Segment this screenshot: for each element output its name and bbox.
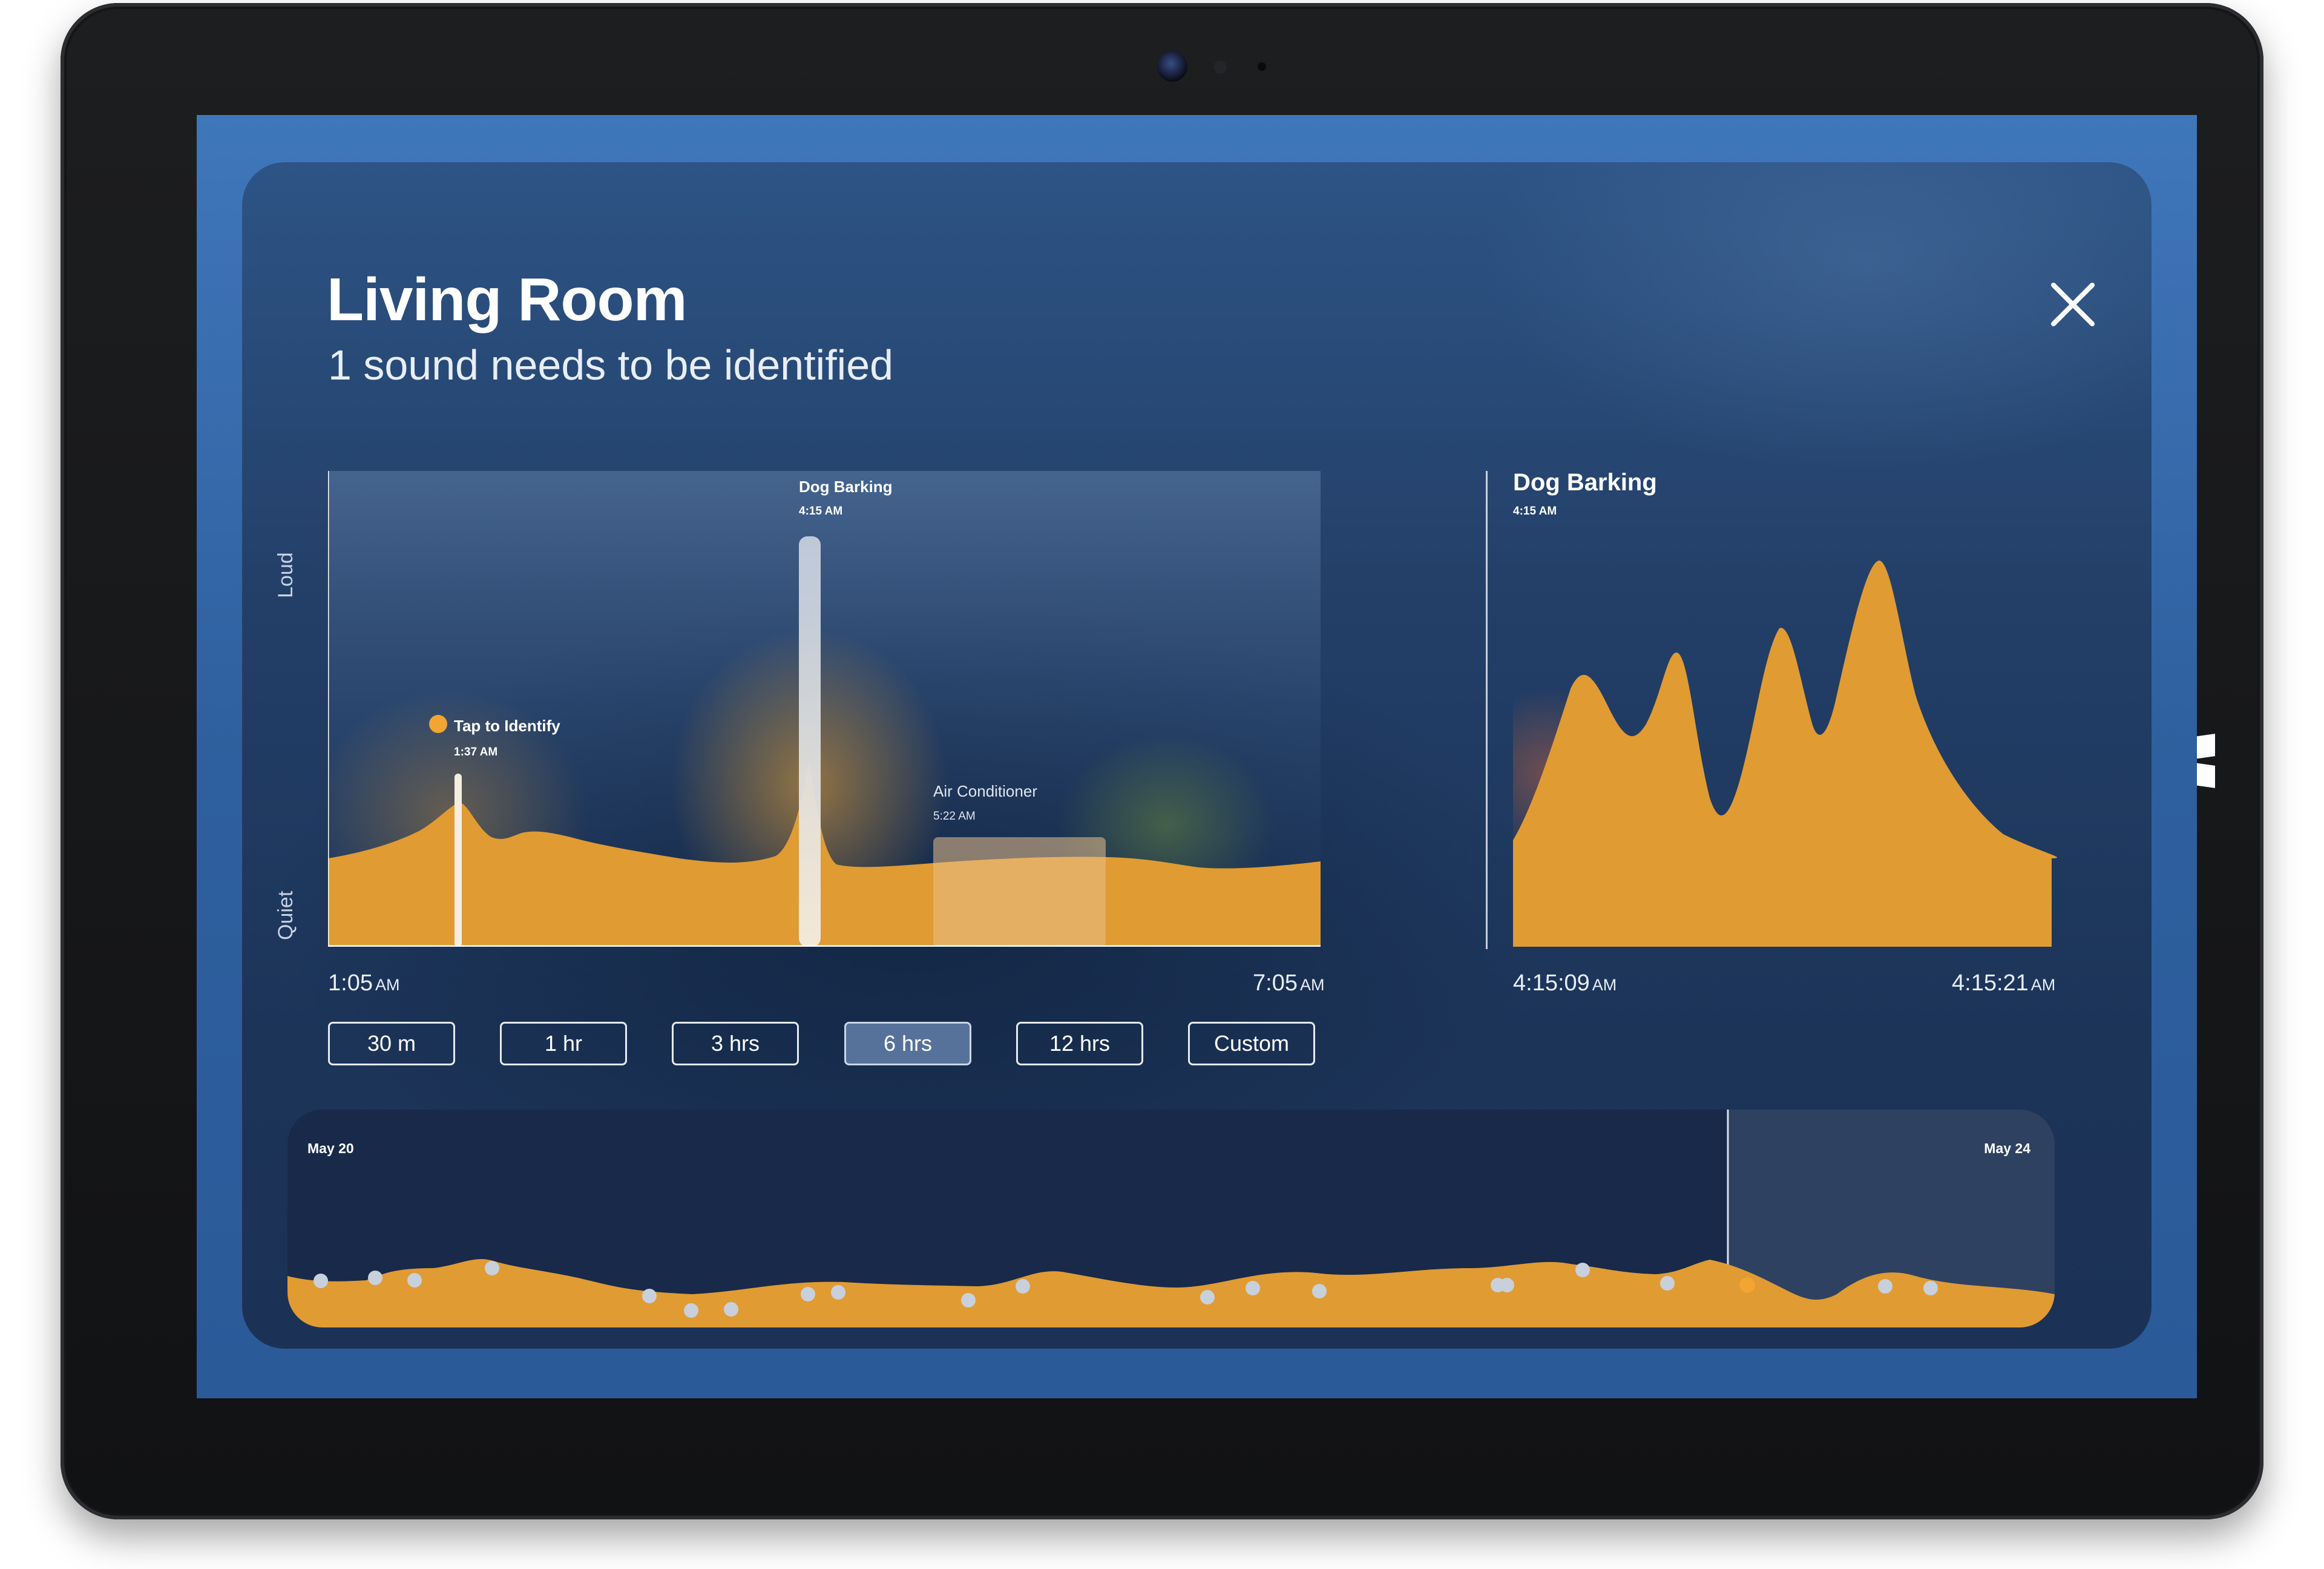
end-time-period: AM: [1299, 976, 1325, 994]
timeline-event-dot[interactable]: [1923, 1281, 1938, 1295]
camera-light: [1258, 62, 1266, 71]
timeline-event-dot[interactable]: [684, 1303, 698, 1318]
main-chart-end-time: 7:05 AM: [1253, 970, 1324, 996]
room-title: Living Room: [327, 266, 688, 334]
front-camera-icon: [1157, 51, 1187, 82]
timeline-graph: May 20 May 24: [287, 1110, 2055, 1327]
timeline-event-dot[interactable]: [407, 1273, 422, 1288]
timeline-event-dot[interactable]: [1660, 1276, 1675, 1291]
camera-sensor: [1213, 61, 1227, 74]
timeline-event-dot[interactable]: [801, 1287, 815, 1301]
range-6hrs-button[interactable]: 6 hrs: [844, 1022, 971, 1065]
timeline-event-dot[interactable]: [1016, 1279, 1030, 1294]
timeline-overview[interactable]: May 20 May 24: [287, 1110, 2055, 1327]
tap-to-identify-marker-bar[interactable]: [455, 774, 462, 947]
unidentified-sound-dot[interactable]: [429, 715, 447, 733]
timeline-event-dots: [313, 1261, 1938, 1318]
event-label-dog-barking[interactable]: Dog Barking: [799, 478, 893, 496]
timeline-event-dot[interactable]: [1312, 1284, 1327, 1298]
timeline-event-dot[interactable]: [1500, 1278, 1514, 1292]
range-custom-button[interactable]: Custom: [1188, 1022, 1315, 1065]
event-time-air-conditioner: 5:22 AM: [933, 810, 976, 823]
y-axis-quiet-label: Quiet: [274, 890, 297, 940]
event-label-air-conditioner[interactable]: Air Conditioner: [933, 782, 1037, 800]
detail-title: Dog Barking: [1513, 471, 1657, 496]
detail-end-time-value: 4:15:21: [1952, 970, 2029, 996]
timeline-event-dot[interactable]: [724, 1302, 738, 1317]
range-3hrs-button[interactable]: 3 hrs: [672, 1022, 799, 1065]
start-time-value: 1:05: [328, 970, 373, 996]
detail-start-time: 4:15:09 AM: [1513, 970, 1617, 996]
timeline-event-dot[interactable]: [313, 1274, 328, 1288]
detail-start-time-period: AM: [1592, 976, 1617, 994]
detail-end-time: 4:15:21 AM: [1952, 970, 2055, 996]
event-label-tap-to-identify[interactable]: Tap to Identify: [454, 717, 560, 735]
event-time-tap-to-identify: 1:37 AM: [454, 746, 497, 758]
end-time-value: 7:05: [1253, 970, 1298, 996]
detail-end-time-period: AM: [2030, 976, 2056, 994]
screen: Living Room 1 sound needs to be identifi…: [197, 115, 2197, 1398]
range-30m-button[interactable]: 30 m: [328, 1022, 455, 1065]
timeline-event-dot[interactable]: [1246, 1281, 1260, 1295]
detail-waveform-area: [1513, 561, 2057, 947]
sound-detail-panel: Living Room 1 sound needs to be identifi…: [242, 162, 2152, 1349]
detail-start-time-value: 4:15:09: [1513, 970, 1590, 996]
timeline-event-dot[interactable]: [368, 1271, 382, 1285]
sound-level-chart[interactable]: Tap to Identify 1:37 AM Dog Barking 4:15…: [328, 471, 1321, 947]
timeline-event-dot[interactable]: [961, 1293, 976, 1308]
identify-status-subtitle: 1 sound needs to be identified: [328, 341, 894, 389]
air-conditioner-highlight[interactable]: [933, 837, 1106, 947]
range-1hr-button[interactable]: 1 hr: [500, 1022, 627, 1065]
y-axis-loud-label: Loud: [274, 552, 297, 598]
timeline-event-dot[interactable]: [1878, 1279, 1892, 1294]
range-12hrs-button[interactable]: 12 hrs: [1016, 1022, 1143, 1065]
dog-barking-marker-bar[interactable]: [799, 536, 821, 947]
timeline-event-dot[interactable]: [642, 1289, 657, 1303]
start-time-period: AM: [375, 976, 400, 994]
timeline-end-date: May 24: [1984, 1140, 2030, 1156]
chart-divider: [1486, 471, 1488, 949]
timeline-unidentified-dot[interactable]: [1739, 1277, 1755, 1293]
main-chart-start-time: 1:05 AM: [328, 970, 399, 996]
close-icon[interactable]: [2043, 274, 2103, 335]
timeline-event-dot[interactable]: [1575, 1263, 1590, 1277]
timeline-start-date: May 20: [307, 1140, 354, 1156]
detail-time: 4:15 AM: [1513, 505, 1557, 518]
timeline-event-dot[interactable]: [831, 1285, 845, 1300]
event-time-dog-barking: 4:15 AM: [799, 505, 842, 518]
timeline-event-dot[interactable]: [1200, 1290, 1215, 1304]
tablet-device: Living Room 1 sound needs to be identifi…: [61, 3, 2263, 1519]
dog-barking-detail-chart[interactable]: Dog Barking 4:15 AM: [1513, 471, 2152, 947]
timeline-event-dot[interactable]: [485, 1261, 499, 1275]
